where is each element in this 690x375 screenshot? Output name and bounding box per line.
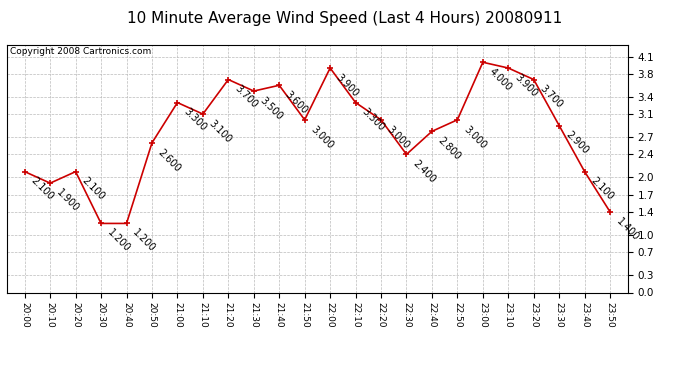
Text: 2.900: 2.900 xyxy=(563,130,590,156)
Text: 3.500: 3.500 xyxy=(258,95,284,122)
Text: 1.200: 1.200 xyxy=(130,228,157,254)
Text: 2.400: 2.400 xyxy=(411,159,437,185)
Text: 3.000: 3.000 xyxy=(309,124,335,150)
Text: 2.100: 2.100 xyxy=(589,176,615,203)
Text: 10 Minute Average Wind Speed (Last 4 Hours) 20080911: 10 Minute Average Wind Speed (Last 4 Hou… xyxy=(128,11,562,26)
Text: 3.900: 3.900 xyxy=(513,72,539,99)
Text: 2.800: 2.800 xyxy=(436,135,463,162)
Text: 3.100: 3.100 xyxy=(207,118,233,145)
Text: 2.100: 2.100 xyxy=(29,176,55,203)
Text: 1.200: 1.200 xyxy=(106,228,132,254)
Text: 3.000: 3.000 xyxy=(462,124,488,150)
Text: 3.700: 3.700 xyxy=(538,84,564,110)
Text: 3.300: 3.300 xyxy=(181,107,208,133)
Text: 3.300: 3.300 xyxy=(359,107,386,133)
Text: 4.000: 4.000 xyxy=(487,66,513,93)
Text: 3.000: 3.000 xyxy=(385,124,412,150)
Text: 3.900: 3.900 xyxy=(334,72,361,99)
Text: 1.400: 1.400 xyxy=(614,216,641,243)
Text: 3.600: 3.600 xyxy=(284,90,310,116)
Text: 3.700: 3.700 xyxy=(233,84,259,110)
Text: 2.600: 2.600 xyxy=(156,147,183,174)
Text: 2.100: 2.100 xyxy=(80,176,106,203)
Text: 1.900: 1.900 xyxy=(55,187,81,214)
Text: Copyright 2008 Cartronics.com: Copyright 2008 Cartronics.com xyxy=(10,48,151,57)
